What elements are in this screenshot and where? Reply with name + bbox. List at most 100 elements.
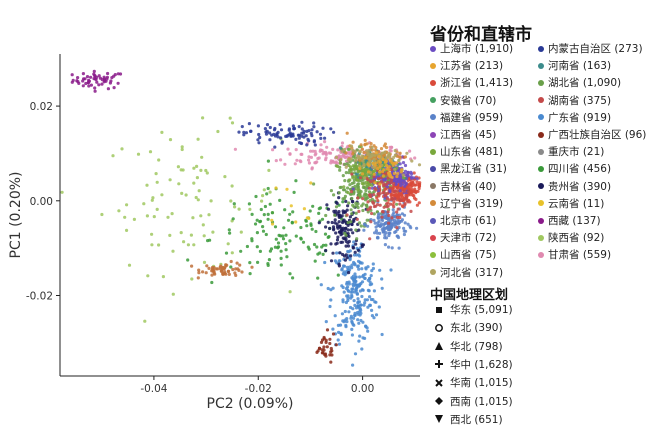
scatter-point bbox=[361, 208, 365, 213]
legend-color-dot bbox=[430, 131, 436, 138]
scatter-point bbox=[257, 132, 261, 137]
scatter-point bbox=[323, 140, 327, 144]
scatter-point bbox=[180, 191, 184, 195]
province-legend-label: 江西省 (45) bbox=[440, 129, 497, 141]
province-legend-item: 广东省 (919) bbox=[538, 110, 611, 125]
scatter-point bbox=[321, 126, 325, 130]
scatter-point bbox=[81, 84, 85, 88]
scatter-point bbox=[261, 194, 265, 198]
scatter-point bbox=[395, 210, 399, 214]
scatter-point bbox=[336, 164, 340, 168]
scatter-point bbox=[224, 263, 228, 267]
province-legend-item: 江苏省 (213) bbox=[430, 58, 503, 73]
scatter-point bbox=[322, 348, 326, 352]
scatter-point bbox=[204, 168, 208, 173]
scatter-point bbox=[157, 243, 161, 247]
scatter-point bbox=[363, 276, 367, 280]
scatter-point bbox=[346, 294, 350, 298]
scatter-point bbox=[368, 193, 372, 197]
scatter-point bbox=[321, 152, 325, 156]
scatter-point bbox=[332, 228, 336, 232]
province-legend-label: 吉林省 (40) bbox=[440, 180, 497, 193]
scatter-point bbox=[279, 136, 283, 140]
scatter-point bbox=[370, 148, 374, 152]
legend-color-dot bbox=[430, 165, 436, 172]
scatter-point bbox=[365, 218, 369, 222]
scatter-point bbox=[317, 221, 321, 225]
province-legend-item: 上海市 (1,910) bbox=[430, 41, 513, 56]
scatter-point bbox=[81, 72, 85, 76]
scatter-point bbox=[87, 84, 91, 88]
scatter-point bbox=[331, 225, 336, 229]
scatter-point bbox=[342, 154, 346, 158]
scatter-point bbox=[366, 162, 370, 166]
scatter-point bbox=[369, 142, 373, 146]
scatter-point bbox=[316, 156, 320, 161]
scatter-point bbox=[106, 87, 110, 91]
province-legend-label: 广东省 (919) bbox=[548, 111, 612, 124]
scatter-point bbox=[273, 145, 277, 149]
scatter-point bbox=[331, 147, 335, 151]
scatter-point bbox=[359, 224, 363, 228]
scatter-point bbox=[395, 202, 399, 206]
scatter-point bbox=[393, 149, 397, 153]
scatter-point bbox=[349, 167, 353, 172]
province-legend-item: 湖北省 (1,090) bbox=[538, 75, 621, 90]
scatter-point bbox=[415, 177, 419, 181]
scatter-point bbox=[387, 245, 391, 249]
scatter-point bbox=[352, 217, 356, 222]
scatter-point bbox=[373, 181, 377, 185]
scatter-point bbox=[374, 225, 378, 229]
scatter-point bbox=[354, 162, 358, 166]
scatter-point bbox=[357, 209, 361, 213]
x-tick-label: -0.04 bbox=[140, 383, 167, 395]
scatter-point bbox=[351, 199, 355, 204]
scatter-point bbox=[284, 134, 288, 138]
scatter-point bbox=[292, 126, 297, 131]
scatter-point bbox=[415, 180, 419, 184]
scatter-point bbox=[270, 222, 275, 226]
scatter-point bbox=[314, 229, 318, 234]
scatter-point bbox=[155, 207, 159, 211]
scatter-point bbox=[356, 156, 360, 160]
scatter-point bbox=[320, 245, 324, 249]
scatter-point bbox=[362, 168, 366, 172]
scatter-point bbox=[221, 272, 225, 276]
scatter-point bbox=[333, 218, 337, 222]
scatter-point bbox=[346, 244, 351, 248]
scatter-point bbox=[366, 305, 370, 309]
scatter-point bbox=[334, 205, 339, 209]
province-legend-item: 广西壮族自治区 (96) bbox=[538, 127, 646, 142]
scatter-point bbox=[380, 151, 384, 155]
scatter-point bbox=[337, 154, 341, 158]
scatter-point bbox=[379, 147, 384, 151]
scatter-point bbox=[395, 195, 399, 199]
scatter-point bbox=[363, 192, 367, 196]
scatter-point bbox=[372, 170, 376, 174]
scatter-point bbox=[358, 176, 363, 180]
scatter-point bbox=[338, 323, 343, 327]
scatter-point bbox=[276, 135, 280, 139]
scatter-point bbox=[310, 134, 314, 138]
scatter-point bbox=[287, 127, 291, 131]
scatter-point bbox=[379, 222, 383, 226]
scatter-point bbox=[239, 230, 243, 234]
scatter-point bbox=[256, 124, 260, 128]
scatter-point bbox=[407, 187, 411, 191]
scatter-point bbox=[403, 155, 408, 159]
scatter-point bbox=[404, 229, 408, 233]
scatter-point bbox=[263, 204, 267, 209]
scatter-point bbox=[376, 216, 380, 220]
scatter-point bbox=[154, 172, 158, 176]
scatter-point bbox=[324, 340, 328, 344]
scatter-point bbox=[337, 330, 341, 334]
scatter-point bbox=[196, 198, 200, 202]
scatter-point bbox=[347, 280, 351, 284]
scatter-point bbox=[294, 179, 298, 183]
legend-color-dot bbox=[430, 62, 436, 69]
scatter-point bbox=[348, 249, 352, 253]
province-legend-label: 辽宁省 (319) bbox=[440, 197, 504, 210]
scatter-point bbox=[388, 186, 393, 190]
scatter-point bbox=[332, 130, 336, 134]
scatter-point bbox=[258, 135, 262, 140]
